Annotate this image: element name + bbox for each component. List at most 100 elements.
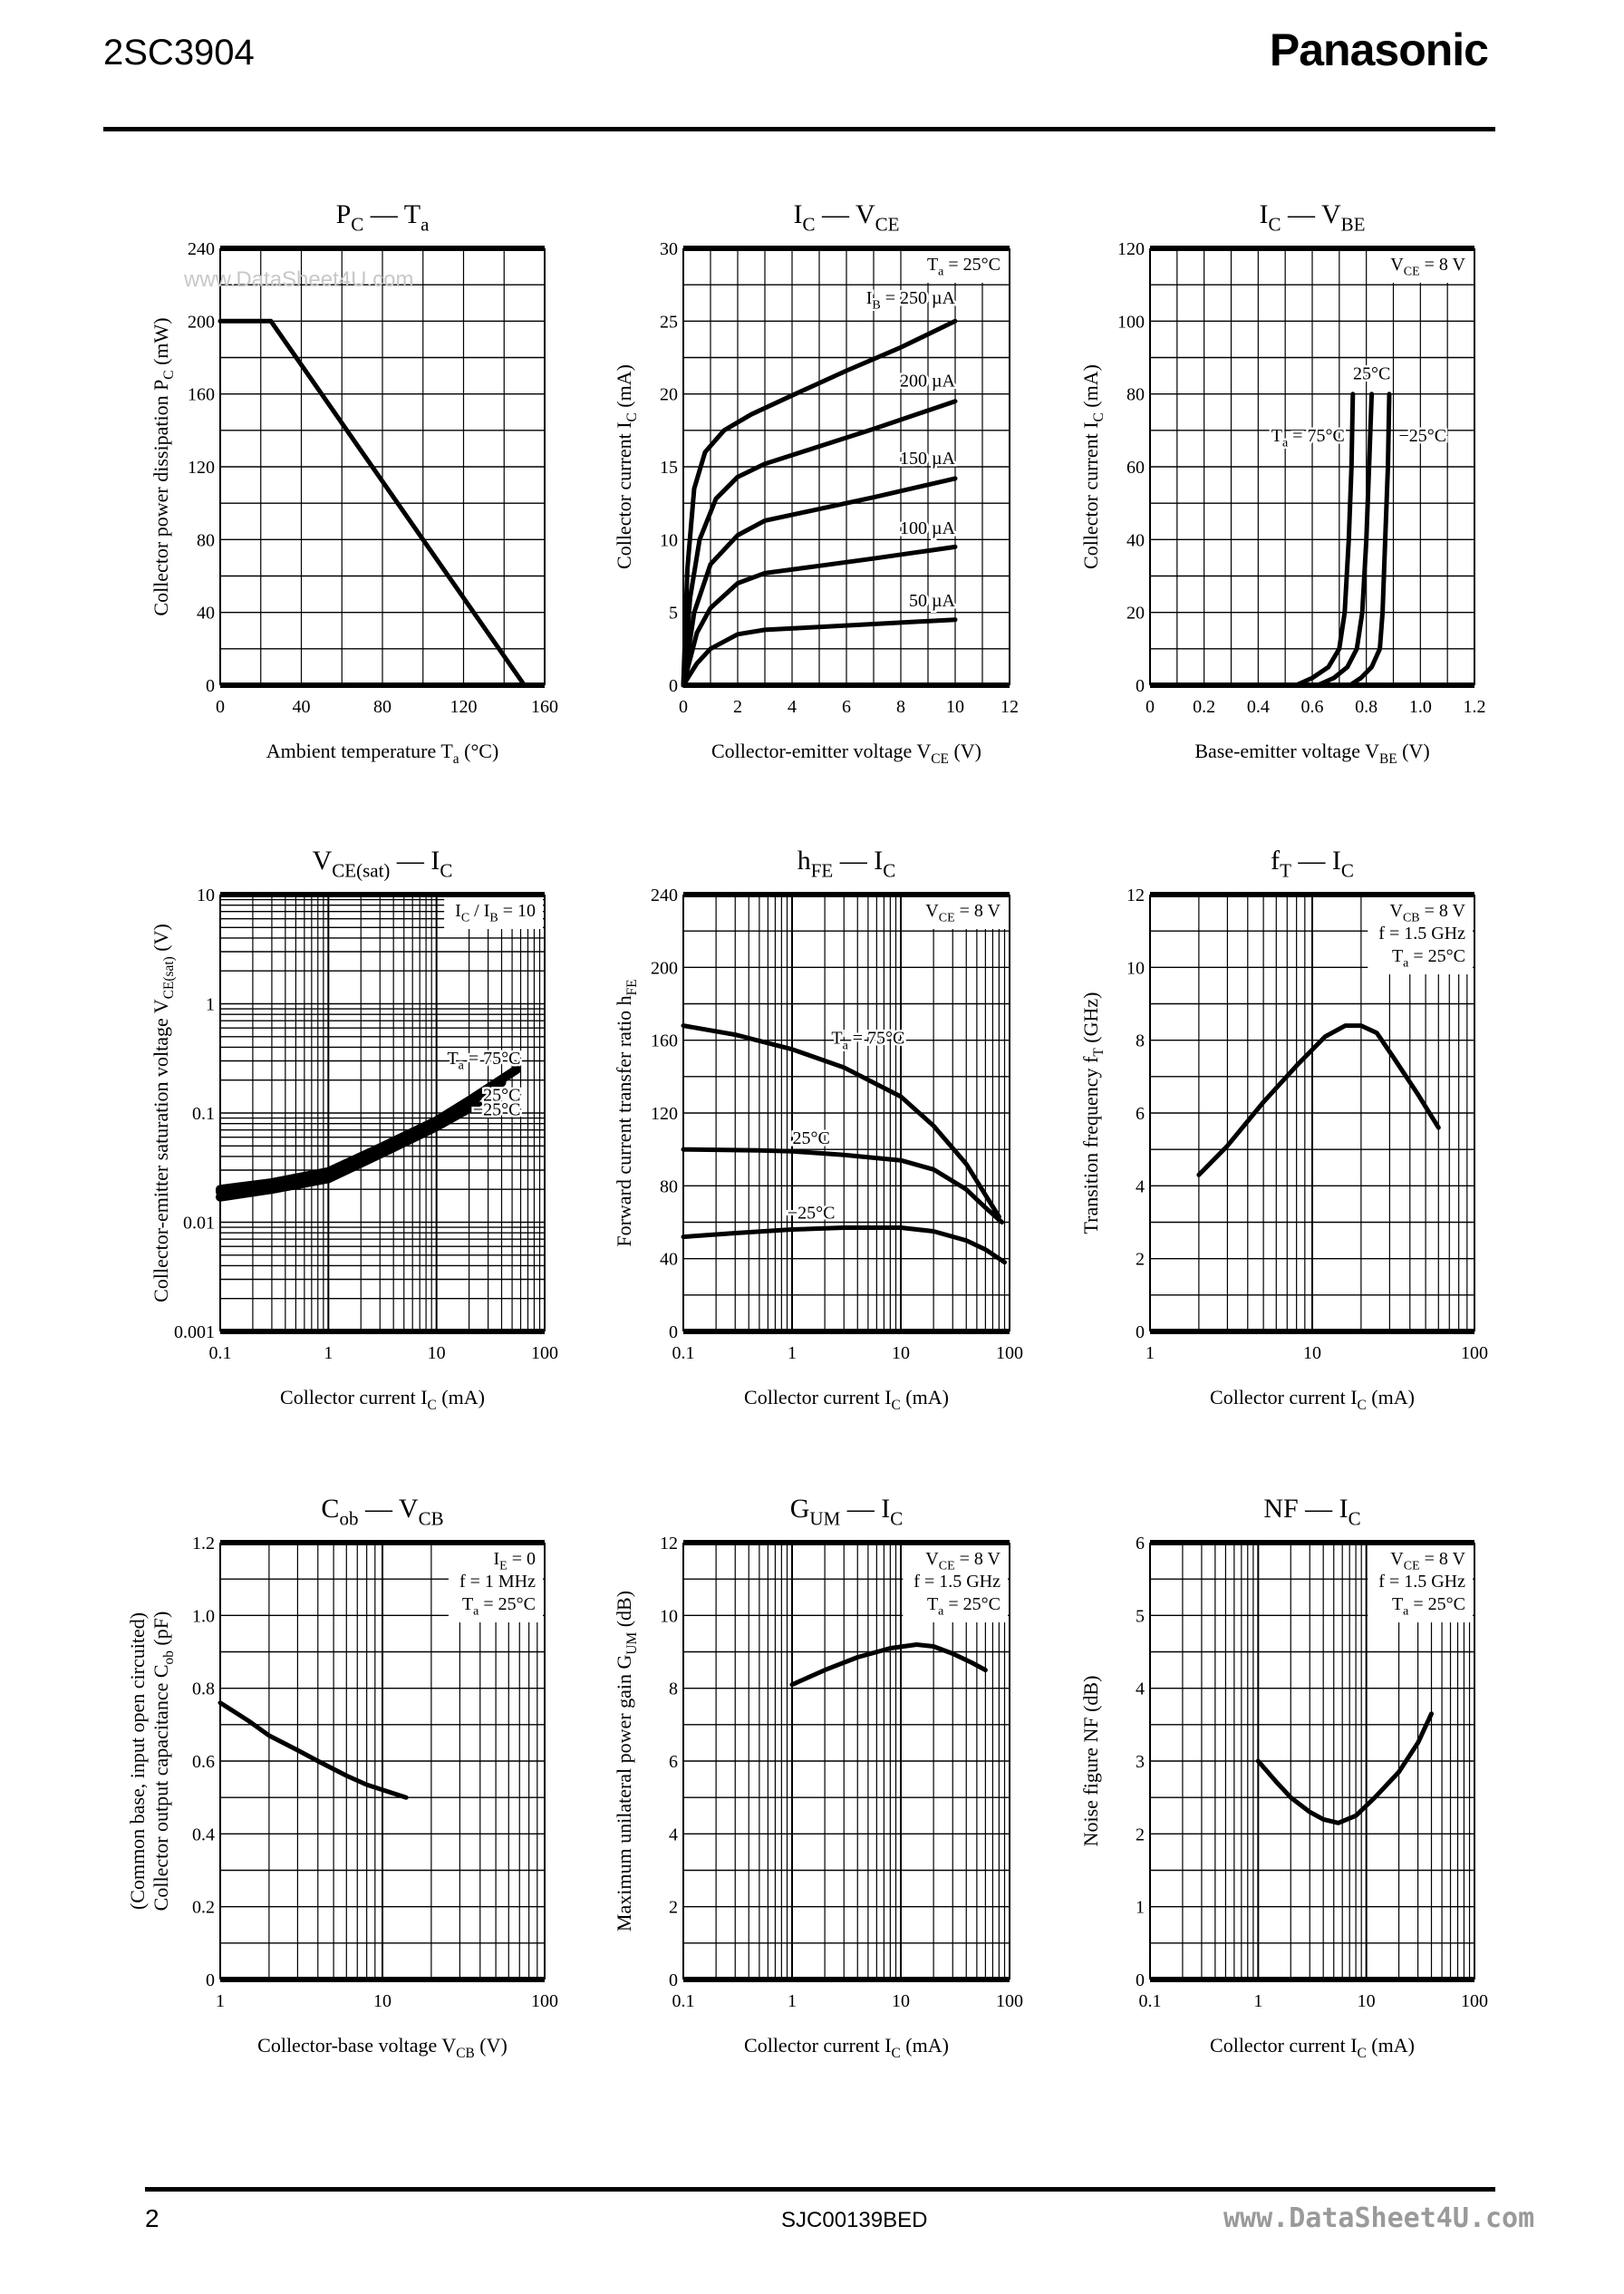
text-segment: Maximum unilateral power gain G xyxy=(613,1654,635,1931)
y-tick-label: 2 xyxy=(669,1898,678,1918)
x-tick-label: 160 xyxy=(531,697,558,717)
subscript: ob xyxy=(339,1507,358,1529)
x-tick-label: 100 xyxy=(1461,1343,1488,1363)
x-tick-label: 100 xyxy=(996,1343,1023,1363)
series-line-3 xyxy=(1348,392,1392,688)
text-segment: = 75°C xyxy=(848,1029,905,1049)
text-segment: = 25°C xyxy=(478,1594,536,1614)
text-segment: 25°C xyxy=(1353,364,1390,384)
text-segment: C xyxy=(321,1494,339,1524)
text-segment: — I xyxy=(840,1494,890,1524)
x-tick-label: 80 xyxy=(373,697,392,717)
text-segment: T xyxy=(462,1594,473,1614)
condition-text: f = 1.5 GHz xyxy=(1378,924,1465,944)
chart-title: IC​ — VCE​ xyxy=(794,199,900,235)
subscript: C xyxy=(1358,1398,1367,1413)
series-line-2 xyxy=(681,1147,1004,1224)
series-line-1 xyxy=(218,1700,409,1800)
y-tick-label: 0 xyxy=(206,1970,215,1990)
y-tick-label: 4 xyxy=(669,1825,678,1844)
series-line-1 xyxy=(1293,392,1356,688)
chart-title: IC​ — VBE​ xyxy=(1260,199,1366,235)
conditions-box xyxy=(448,1545,543,1622)
text-segment: Collector-base voltage V xyxy=(257,2034,456,2057)
y-tick-label: 240 xyxy=(651,886,678,905)
y-tick-label: 1.2 xyxy=(192,1534,215,1554)
y-axis-label: Maximum unilateral power gain GUM​ (dB) xyxy=(613,1591,640,1931)
subscript: C xyxy=(1091,412,1107,421)
subscript: CE xyxy=(931,751,949,767)
y-tick-label: 15 xyxy=(660,458,678,478)
x-axis-label: Collector current IC​ (mA) xyxy=(280,1386,485,1413)
grid xyxy=(682,894,1010,1332)
series-line-1 xyxy=(681,1023,1001,1219)
y-tick-label: 0.1 xyxy=(192,1104,215,1124)
conditions-box xyxy=(915,251,1008,283)
y-tick-label: 6 xyxy=(1136,1104,1145,1124)
y-tick-label: 40 xyxy=(660,1250,678,1270)
chart-8: 0.1 1 10 100 0 2 4 6 8 10 12 GUM​ — IC​ Collector cu… xyxy=(613,1494,1023,2061)
text-segment: — V xyxy=(358,1494,418,1524)
x-tick-label: 10 xyxy=(946,697,964,717)
y-tick-label: 0.6 xyxy=(192,1752,215,1772)
text-segment: I xyxy=(493,1549,499,1569)
chart-title: GUM​ — IC​ xyxy=(790,1494,904,1529)
x-tick-label: 0 xyxy=(679,697,688,717)
text-segment: Collector current I xyxy=(613,421,635,569)
y-tick-label: 10 xyxy=(1126,958,1145,978)
text-segment: −25°C xyxy=(473,1100,521,1120)
curve-label: 200 µA xyxy=(900,372,956,392)
text-segment: V xyxy=(925,901,939,921)
y-tick-label: 10 xyxy=(660,1606,678,1626)
curve-label: IB​ = 250 µA xyxy=(866,288,956,313)
y-tick-label: 5 xyxy=(669,604,678,624)
subscript: E xyxy=(499,1560,508,1573)
subscript: C xyxy=(892,1398,901,1413)
chart-watermark: www.DataSheet4U.com xyxy=(183,267,413,292)
x-tick-label: 2 xyxy=(733,697,742,717)
y-tick-label: 0 xyxy=(1136,1970,1145,1990)
curve-label: 25°C xyxy=(792,1128,829,1148)
text-segment: V xyxy=(313,846,333,876)
y-tick-label: 10 xyxy=(197,886,215,905)
grid xyxy=(219,247,546,686)
y-tick-label: 0 xyxy=(669,676,678,696)
subscript: C xyxy=(803,213,816,235)
text-segment: = 25°C xyxy=(1408,946,1465,966)
y-tick-label: 4 xyxy=(1136,1176,1145,1196)
condition-text: f = 1.5 GHz xyxy=(914,1572,1000,1592)
x-tick-label: 1 xyxy=(324,1343,333,1363)
text-segment: Collector current I xyxy=(1210,1386,1358,1408)
text-segment: (mA) xyxy=(437,1386,485,1408)
text-segment: I xyxy=(866,288,873,308)
text-segment: −25°C xyxy=(1398,426,1446,446)
x-tick-label: 4 xyxy=(788,697,797,717)
x-tick-label: 1.2 xyxy=(1464,697,1486,717)
text-segment: = 8 V xyxy=(1420,1549,1466,1569)
text-segment: = 0 xyxy=(508,1549,536,1569)
x-axis-label: Collector-base voltage VCB​ (V) xyxy=(257,2034,508,2061)
text-segment: (Common base, input open circuited) xyxy=(126,1612,149,1910)
curve-label: 25°C xyxy=(483,1085,520,1105)
x-tick-label: 1 xyxy=(1146,1343,1155,1363)
text-segment: (mA) xyxy=(1367,1386,1415,1408)
curve-label: 100 µA xyxy=(900,518,956,538)
x-tick-label: 0.1 xyxy=(672,1991,695,2011)
series-line-3 xyxy=(681,1225,1007,1265)
conditions-box xyxy=(914,897,1008,929)
text-segment: T xyxy=(831,1029,842,1049)
subscript: BE xyxy=(1341,213,1366,235)
x-tick-label: 0.4 xyxy=(1247,697,1270,717)
x-tick-label: 1 xyxy=(788,1343,797,1363)
series-line-3 xyxy=(681,476,958,688)
text-segment: 50 µA xyxy=(909,591,956,611)
y-tick-label: 5 xyxy=(1136,1606,1145,1626)
curve-label: Ta​ = 75°C xyxy=(447,1049,520,1073)
x-axis-label: Collector current IC​ (mA) xyxy=(744,2034,949,2061)
y-tick-label: 0 xyxy=(669,1970,678,1990)
subscript: CE xyxy=(939,912,955,925)
y-tick-label: 30 xyxy=(660,239,678,259)
y-axis-label: Collector current IC​ (mA) xyxy=(613,364,640,569)
text-segment: Collector-emitter voltage V xyxy=(711,740,931,762)
y-tick-label: 80 xyxy=(1126,385,1145,405)
